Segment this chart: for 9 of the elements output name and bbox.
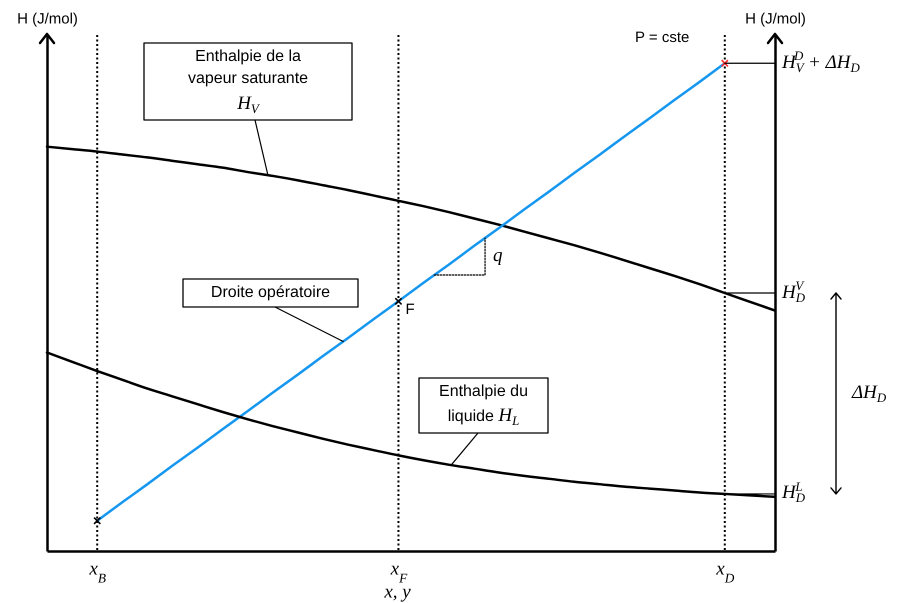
annotation: q xyxy=(493,245,503,268)
text: ΔH$_{D}$ xyxy=(852,382,886,405)
x-tick-label: x$_{B}$ xyxy=(88,558,106,585)
y2-axis-title: H (J/mol) xyxy=(745,10,806,28)
text: H$_{V}$$^{D}$ + ΔH$_{D}$ xyxy=(782,48,860,75)
text: P = cste xyxy=(635,29,690,47)
x-tick-label: x$_{D}$ xyxy=(715,558,735,585)
y-axis-title: H (J/mol) xyxy=(17,10,78,28)
annotation: F xyxy=(405,301,415,320)
